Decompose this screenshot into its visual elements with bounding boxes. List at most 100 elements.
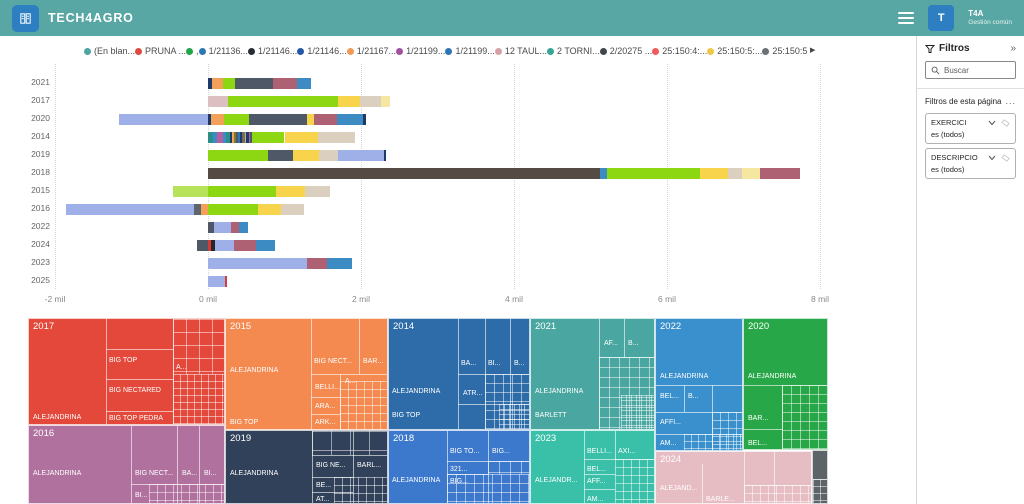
bar-segment[interactable] <box>222 132 227 143</box>
bar-segment[interactable] <box>307 114 314 125</box>
bar-segment[interactable] <box>267 150 293 161</box>
bar-segment[interactable] <box>224 276 228 287</box>
bar-segment[interactable] <box>208 114 212 125</box>
bar-segment[interactable] <box>234 240 257 251</box>
legend-item[interactable]: 25:150:5:... <box>707 46 762 56</box>
bar-segment[interactable] <box>197 240 208 251</box>
bar-segment[interactable] <box>222 78 235 89</box>
legend-item[interactable]: (En blan... <box>84 46 135 56</box>
bar-segment[interactable] <box>208 96 228 107</box>
bar-segment[interactable] <box>224 114 250 125</box>
bar-segment[interactable] <box>280 204 304 215</box>
chevron-down-icon[interactable] <box>988 155 996 161</box>
more-options-icon[interactable]: ... <box>1005 96 1016 106</box>
treemap-block-2021[interactable]: 2021 ALEJANDRINA BARLETT AF... B... <box>530 318 655 430</box>
treemap-block-other[interactable] <box>812 450 828 504</box>
legend-item[interactable]: PRUNA ... <box>135 46 186 56</box>
bar-segment[interactable] <box>211 78 223 89</box>
bar-segment[interactable] <box>208 258 307 269</box>
bar-segment[interactable] <box>313 114 338 125</box>
bar-segment[interactable] <box>296 78 311 89</box>
treemap-block-2022[interactable]: 2022 ALEJANDRINA BEL... B... AFFI... AM... <box>655 318 743 451</box>
bar-segment[interactable] <box>119 114 208 125</box>
bar-segment[interactable] <box>208 186 277 197</box>
legend-item[interactable]: 1/21199... <box>396 46 445 56</box>
bar-segment[interactable] <box>234 78 274 89</box>
filter-card-descripcio[interactable]: DESCRIPCIO es (todos) <box>925 148 1016 179</box>
legend-item[interactable]: 2 TORNI... <box>547 46 600 56</box>
bar-segment[interactable] <box>257 204 281 215</box>
bar-segment[interactable] <box>208 204 258 215</box>
treemap-block-2016[interactable]: 2016 ALEJANDRINA BIG NECT... BA... BI... BI..… <box>28 425 225 504</box>
bar-segment[interactable] <box>208 78 212 89</box>
bar-segment[interactable] <box>326 258 352 269</box>
bar-segment[interactable] <box>305 186 331 197</box>
bar-segment[interactable] <box>380 96 391 107</box>
bar-segment[interactable] <box>243 132 245 143</box>
bar-segment[interactable] <box>338 150 384 161</box>
bar-segment[interactable] <box>234 132 236 143</box>
bar-segment[interactable] <box>66 204 195 215</box>
bar-segment[interactable] <box>208 222 215 233</box>
bar-segment[interactable] <box>211 114 225 125</box>
legend-item[interactable]: 25:150:4:... <box>652 46 707 56</box>
legend-item[interactable]: 1/21146... <box>247 46 297 56</box>
bar-segment[interactable] <box>249 114 308 125</box>
treemap-block-2014[interactable]: 2014 ALEJANDRINA BIG TOP BA... BI... B... ATR.… <box>388 318 530 430</box>
bar-segment[interactable] <box>360 96 381 107</box>
bar-segment[interactable] <box>363 114 367 125</box>
bar-segment[interactable] <box>606 168 700 179</box>
treemap-block-2020[interactable]: 2020 ALEJANDRINA BAR... BEL... <box>743 318 828 450</box>
bar-segment[interactable] <box>237 132 240 143</box>
bar-segment[interactable] <box>383 150 387 161</box>
bar-segment[interactable] <box>194 204 202 215</box>
bar-segment[interactable] <box>230 132 233 143</box>
treemap-block-2018[interactable]: 2018 ALEJANDRINA BIG TO... BIG... 321... BIG.… <box>388 430 530 504</box>
bar-segment[interactable] <box>338 96 361 107</box>
legend-item[interactable]: 1/21136... <box>198 46 248 56</box>
bar-segment[interactable] <box>250 132 253 143</box>
bar-segment[interactable] <box>230 222 239 233</box>
bar-segment[interactable] <box>201 204 208 215</box>
bar-segment[interactable] <box>208 276 225 287</box>
legend-item[interactable]: 1/21146... <box>297 46 347 56</box>
bar-segment[interactable] <box>238 222 248 233</box>
legend-item[interactable]: 2/20275 ... <box>599 46 652 56</box>
bar-segment[interactable] <box>213 132 218 143</box>
legend-item[interactable]: 1/21167... <box>346 46 396 56</box>
bar-segment[interactable] <box>741 168 761 179</box>
bar-segment[interactable] <box>208 240 212 251</box>
bar-segment[interactable] <box>217 132 223 143</box>
bar-segment[interactable] <box>760 168 801 179</box>
eraser-icon[interactable] <box>1001 118 1010 127</box>
bar-segment[interactable] <box>227 96 339 107</box>
bar-segment[interactable] <box>318 132 355 143</box>
bar-segment[interactable] <box>208 168 600 179</box>
treemap-block-2019[interactable]: 2019 ALEJANDRINA BIG NE... BARL... BE... AT..… <box>225 430 388 504</box>
filter-search-input[interactable]: Buscar <box>925 61 1016 79</box>
legend-item[interactable]: 1/21199... <box>445 46 495 56</box>
chevron-down-icon[interactable] <box>988 120 996 126</box>
bar-segment[interactable] <box>246 132 249 143</box>
bar-segment[interactable] <box>214 240 234 251</box>
bar-segment[interactable] <box>235 132 238 143</box>
bar-segment[interactable] <box>284 132 319 143</box>
bar-segment[interactable] <box>306 258 327 269</box>
menu-icon[interactable] <box>898 12 915 24</box>
bar-segment[interactable] <box>256 240 275 251</box>
bar-segment[interactable] <box>337 114 364 125</box>
bar-segment[interactable] <box>214 222 231 233</box>
bar-segment[interactable] <box>208 150 268 161</box>
bar-segment[interactable] <box>273 78 297 89</box>
bar-segment[interactable] <box>292 150 319 161</box>
treemap-block-2017[interactable]: 2017 ALEJANDRINA BIG TOP BIG NECTARED BIG TO… <box>28 318 225 425</box>
legend-next-arrow[interactable]: ▶ <box>810 47 816 54</box>
bar-segment[interactable] <box>248 132 251 143</box>
collapse-panel-icon[interactable]: » <box>1010 43 1016 54</box>
bar-segment[interactable] <box>318 150 339 161</box>
bar-segment[interactable] <box>276 186 306 197</box>
legend-item[interactable]: 12 TAUL... <box>494 46 547 56</box>
bar-segment[interactable] <box>172 186 208 197</box>
bar-segment[interactable] <box>699 168 729 179</box>
eraser-icon[interactable] <box>1001 153 1010 162</box>
